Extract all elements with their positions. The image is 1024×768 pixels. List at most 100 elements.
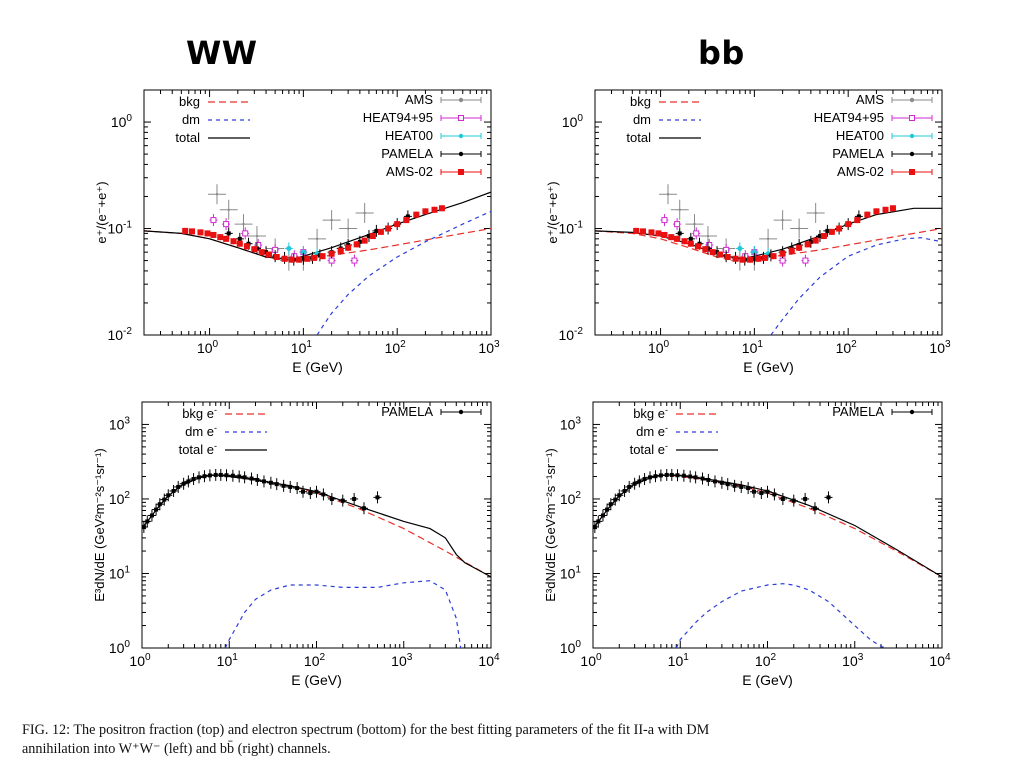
data-point-heat94-95 bbox=[209, 214, 218, 227]
legend: bkg dm total AMS HEAT94+95 HEAT00 PAMELA AMS-02 bbox=[175, 92, 482, 179]
data-point-ams bbox=[207, 184, 226, 205]
point-marker bbox=[812, 237, 819, 244]
y-tick-label: 102 bbox=[109, 490, 131, 507]
legend-marker bbox=[458, 409, 464, 415]
point-marker bbox=[288, 484, 293, 489]
point-marker bbox=[328, 257, 335, 264]
point-marker bbox=[739, 484, 744, 489]
point-marker bbox=[640, 228, 647, 235]
y-tick-label: 10-2 bbox=[558, 326, 583, 343]
data-point-pamela bbox=[717, 476, 726, 489]
y-axis-label: e⁺/(e⁻+e⁺) bbox=[545, 181, 560, 243]
point-marker bbox=[661, 217, 668, 224]
data-point-pamela bbox=[704, 473, 713, 486]
point-marker bbox=[766, 237, 770, 241]
point-marker bbox=[337, 247, 344, 254]
point-marker bbox=[751, 249, 757, 255]
data-point-pamela bbox=[184, 475, 193, 488]
x-tick-label: 104 bbox=[929, 652, 951, 669]
point-marker bbox=[725, 482, 730, 487]
point-marker bbox=[369, 233, 376, 240]
point-marker bbox=[681, 473, 686, 478]
point-marker bbox=[605, 507, 610, 512]
data-point-pamela bbox=[645, 471, 654, 484]
point-marker bbox=[759, 491, 764, 496]
x-tick-label: 104 bbox=[478, 652, 500, 669]
point-marker bbox=[889, 205, 896, 212]
legend-marker bbox=[909, 169, 915, 175]
data-point-ams-02 bbox=[709, 249, 716, 256]
point-marker bbox=[675, 473, 680, 478]
chart-ww-positron: 100 101 102 103 10-2 10-1 100 E (GeV) e⁺/(e⁻+e⁺)… bbox=[94, 89, 500, 375]
point-marker bbox=[803, 496, 808, 501]
legend: bkg dm total AMS HEAT94+95 HEAT00 PAMELA AMS-02 bbox=[626, 92, 933, 179]
x-axis-label: E (GeV) bbox=[742, 672, 793, 688]
data-point-ams-02 bbox=[864, 211, 871, 218]
data-point-ams-02 bbox=[828, 228, 835, 235]
data-point-pamela bbox=[298, 485, 307, 498]
data-point-pamela bbox=[737, 480, 746, 493]
data-point-pamela bbox=[266, 476, 275, 489]
point-marker bbox=[295, 486, 300, 491]
data-point-pamela bbox=[152, 503, 161, 516]
point-marker bbox=[230, 238, 237, 245]
point-marker bbox=[207, 473, 212, 478]
data-point-heat94-95 bbox=[692, 227, 701, 240]
point-marker bbox=[693, 230, 700, 237]
point-marker bbox=[385, 225, 392, 232]
point-marker bbox=[321, 492, 326, 497]
point-marker bbox=[693, 222, 696, 226]
x-tick-label: 102 bbox=[304, 652, 326, 669]
data-point-pamela bbox=[635, 475, 644, 488]
point-marker bbox=[308, 491, 313, 496]
point-marker bbox=[363, 211, 366, 215]
point-marker bbox=[422, 208, 429, 215]
data-point-ams-02 bbox=[319, 253, 326, 260]
data-point-ams-02 bbox=[204, 230, 211, 237]
point-marker bbox=[681, 238, 688, 245]
data-point-pamela bbox=[730, 479, 739, 492]
y-tick-label: 102 bbox=[560, 490, 582, 507]
data-point-ams-02 bbox=[265, 251, 272, 258]
data-point-heat00 bbox=[299, 246, 308, 259]
data-point-heat00 bbox=[735, 242, 744, 255]
x-tick-label: 101 bbox=[291, 339, 313, 356]
y-tick-label: 10-1 bbox=[107, 220, 132, 237]
x-tick-label: 103 bbox=[929, 339, 951, 356]
data-point-ams-02 bbox=[694, 243, 701, 250]
legend-marker bbox=[458, 97, 464, 103]
point-marker bbox=[655, 230, 662, 237]
data-point-pamela bbox=[286, 480, 295, 493]
data-point-ams bbox=[322, 210, 341, 231]
data-point-pamela bbox=[744, 482, 753, 495]
legend-marker bbox=[909, 133, 915, 139]
data-point-ams-02 bbox=[655, 230, 662, 237]
point-marker bbox=[251, 246, 258, 253]
legend-label: total bbox=[626, 130, 651, 145]
point-marker bbox=[314, 489, 319, 494]
data-point-ams-02 bbox=[281, 255, 288, 262]
data-point-pamela bbox=[247, 472, 256, 485]
point-marker bbox=[236, 240, 243, 247]
caption-line-2: annihilation into W⁺W⁻ (left) and bb̄ (r… bbox=[22, 741, 331, 757]
data-point-ams-02 bbox=[197, 229, 204, 236]
data-point-ams-02 bbox=[243, 243, 250, 250]
point-marker bbox=[154, 507, 159, 512]
chart-bb-positron: 100 101 102 103 10-2 10-1 100 E (GeV) e⁺/(e⁻+e⁺)… bbox=[545, 89, 951, 375]
legend-label: bkg e- bbox=[182, 405, 217, 421]
point-marker bbox=[218, 472, 223, 477]
point-marker bbox=[142, 525, 146, 530]
point-marker bbox=[204, 230, 211, 237]
point-marker bbox=[737, 245, 743, 251]
caption-line-1: FIG. 12: The positron fraction (top) and… bbox=[22, 722, 710, 738]
point-marker bbox=[186, 479, 191, 484]
legend-label: AMS-02 bbox=[386, 164, 433, 179]
point-marker bbox=[796, 244, 803, 251]
point-marker bbox=[802, 257, 809, 264]
data-point-ams-02 bbox=[210, 231, 217, 238]
point-marker bbox=[812, 506, 817, 511]
point-marker bbox=[224, 473, 229, 478]
plot-area bbox=[595, 184, 942, 335]
data-point-pamela bbox=[319, 488, 328, 501]
point-marker bbox=[593, 525, 597, 530]
